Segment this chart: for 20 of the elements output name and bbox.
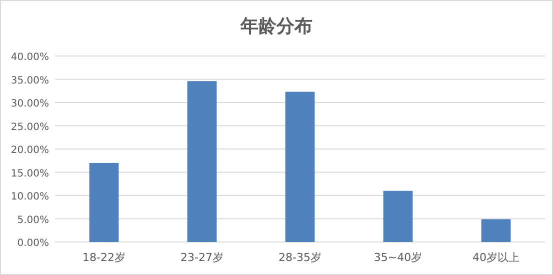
y-tick-label: 5.00%: [17, 214, 49, 226]
x-tick-label: 40岁以上: [472, 251, 520, 264]
y-tick-label: 30.00%: [10, 98, 49, 110]
y-tick-label: 15.00%: [10, 168, 49, 180]
bar: [187, 81, 217, 242]
bar: [481, 219, 511, 242]
bar: [285, 92, 315, 242]
x-tick-label: 28-35岁: [278, 251, 322, 264]
bar: [89, 162, 119, 242]
y-tick-label: 35.00%: [10, 75, 49, 86]
y-tick-label: 20.00%: [10, 145, 49, 156]
y-tick-label: 0.00%: [17, 238, 49, 249]
x-tick-label: 18-22岁: [82, 251, 126, 264]
y-tick-label: 40.00%: [10, 52, 49, 63]
chart-title: 年龄分布: [240, 16, 312, 37]
bar: [383, 190, 413, 242]
x-tick-label: 23-27岁: [180, 251, 224, 264]
y-tick-label: 10.00%: [10, 192, 49, 202]
y-tick-label: 25.00%: [10, 122, 49, 133]
x-tick-label: 35~40岁: [374, 251, 422, 264]
